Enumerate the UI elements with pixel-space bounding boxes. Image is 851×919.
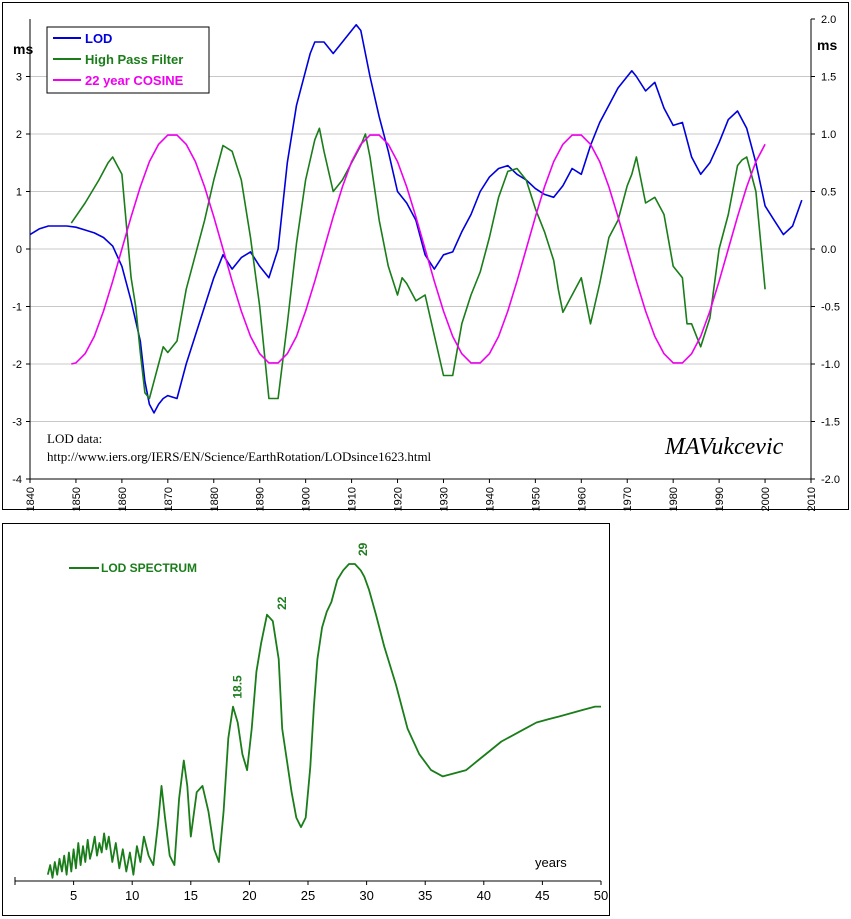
y-tick-label-left: -3: [12, 417, 22, 429]
x-axis-label: years: [535, 855, 567, 870]
y-tick-label-left: 1: [16, 187, 22, 199]
tick-labels: 5 10 15 20 25 30 35 40 45 50: [70, 881, 608, 903]
tick-labels: -4 -3 -2 -1 0 1 2 3 -2.0 -1.5 -1.0 -0.5 0.0 0.5 1.0 1.5…: [12, 14, 840, 511]
y-tick-label-left: -2: [12, 359, 22, 371]
x-tick-label: 35: [418, 888, 432, 903]
author-signature: MAVukcevic: [664, 434, 784, 460]
y-tick-label-left: -4: [12, 474, 22, 486]
source-note-label: LOD data:: [47, 431, 102, 446]
x-tick-label: 1920: [393, 487, 405, 511]
series-lines: [46, 563, 601, 879]
x-tick-label: 1840: [25, 487, 37, 511]
x-tick-label: 45: [535, 888, 549, 903]
x-tick-label: 1990: [714, 487, 726, 511]
x-tick-label: 1930: [438, 487, 450, 511]
x-tick-label: 20: [242, 888, 256, 903]
spectrum-chart: 5 10 15 20 25 30 35 40 45 50 18.5 22 29 LOD SPECTRU…: [14, 542, 608, 903]
x-tick-label: 5: [70, 888, 77, 903]
x-tick-label: 1910: [347, 487, 359, 511]
y-tick-label-right: -0.5: [821, 302, 840, 314]
grid-lines: [30, 76, 811, 422]
y-tick-label-left: 2: [16, 129, 22, 141]
left-axis-unit: ms: [13, 41, 33, 57]
legend-label-cosine: 22 year COSINE: [85, 73, 184, 88]
x-tick-label: 1970: [622, 487, 634, 511]
x-tick-label: 2010: [806, 487, 818, 511]
x-tick-label: 25: [301, 888, 315, 903]
right-axis-unit: ms: [817, 37, 837, 53]
legend-label-lod: LOD: [85, 31, 112, 46]
lod-chart-panel: -4 -3 -2 -1 0 1 2 3 -2.0 -1.5 -1.0 -0.5 0.0 0.5 1.0 1.5…: [2, 2, 849, 511]
x-tick-label: 30: [359, 888, 373, 903]
y-tick-label-right: 1.0: [821, 129, 836, 141]
spectrum-chart-panel: 5 10 15 20 25 30 35 40 45 50 18.5 22 29 LOD SPECTRU…: [2, 523, 610, 916]
source-note-url: http://www.iers.org/IERS/EN/Science/Eart…: [47, 449, 432, 464]
y-tick-label-right: 0.5: [821, 187, 836, 199]
y-tick-label-right: -1.5: [821, 417, 840, 429]
peak-label: 18.5: [231, 675, 245, 699]
y-tick-label-right: 2.0: [821, 14, 836, 26]
x-tick-label: 50: [594, 888, 608, 903]
series-line-high-pass: [70, 127, 766, 400]
x-tick-label: 1980: [668, 487, 680, 511]
x-tick-label: 1870: [163, 487, 175, 511]
legend: LOD High Pass Filter 22 year COSINE: [46, 26, 210, 94]
x-tick-label: 1960: [576, 487, 588, 511]
x-tick-label: 1940: [484, 487, 496, 511]
x-tick-label: 1850: [71, 487, 83, 511]
x-tick-label: 1860: [117, 487, 129, 511]
series-line-lod: [29, 23, 803, 414]
legend-label-high-pass: High Pass Filter: [85, 52, 183, 67]
x-tick-label: 1890: [255, 487, 267, 511]
series-line-spectrum: [46, 563, 601, 879]
legend-label-spectrum: LOD SPECTRUM: [101, 561, 197, 575]
y-tick-label-right: -1.0: [821, 359, 840, 371]
y-tick-label-left: 3: [16, 72, 22, 84]
peak-label: 29: [356, 542, 370, 556]
lod-chart: -4 -3 -2 -1 0 1 2 3 -2.0 -1.5 -1.0 -0.5 0.0 0.5 1.0 1.5…: [12, 14, 840, 511]
x-tick-label: 1880: [209, 487, 221, 511]
x-tick-label: 1950: [530, 487, 542, 511]
y-tick-label-left: -1: [12, 302, 22, 314]
x-tick-label: 10: [125, 888, 139, 903]
peak-labels: 18.5 22 29: [231, 542, 370, 698]
x-tick-label: 15: [184, 888, 198, 903]
y-tick-label-left: 0: [16, 244, 22, 256]
legend: LOD SPECTRUM: [69, 561, 197, 575]
y-tick-label-right: -2.0: [821, 474, 840, 486]
x-tick-label: 1900: [301, 487, 313, 511]
x-tick-label: 40: [477, 888, 491, 903]
peak-label: 22: [275, 596, 289, 610]
series-lines: [29, 23, 803, 414]
y-tick-label-right: 1.5: [821, 72, 836, 84]
x-tick-label: 2000: [760, 487, 772, 511]
y-tick-label-right: 0.0: [821, 244, 836, 256]
series-line-cosine: [71, 134, 766, 365]
